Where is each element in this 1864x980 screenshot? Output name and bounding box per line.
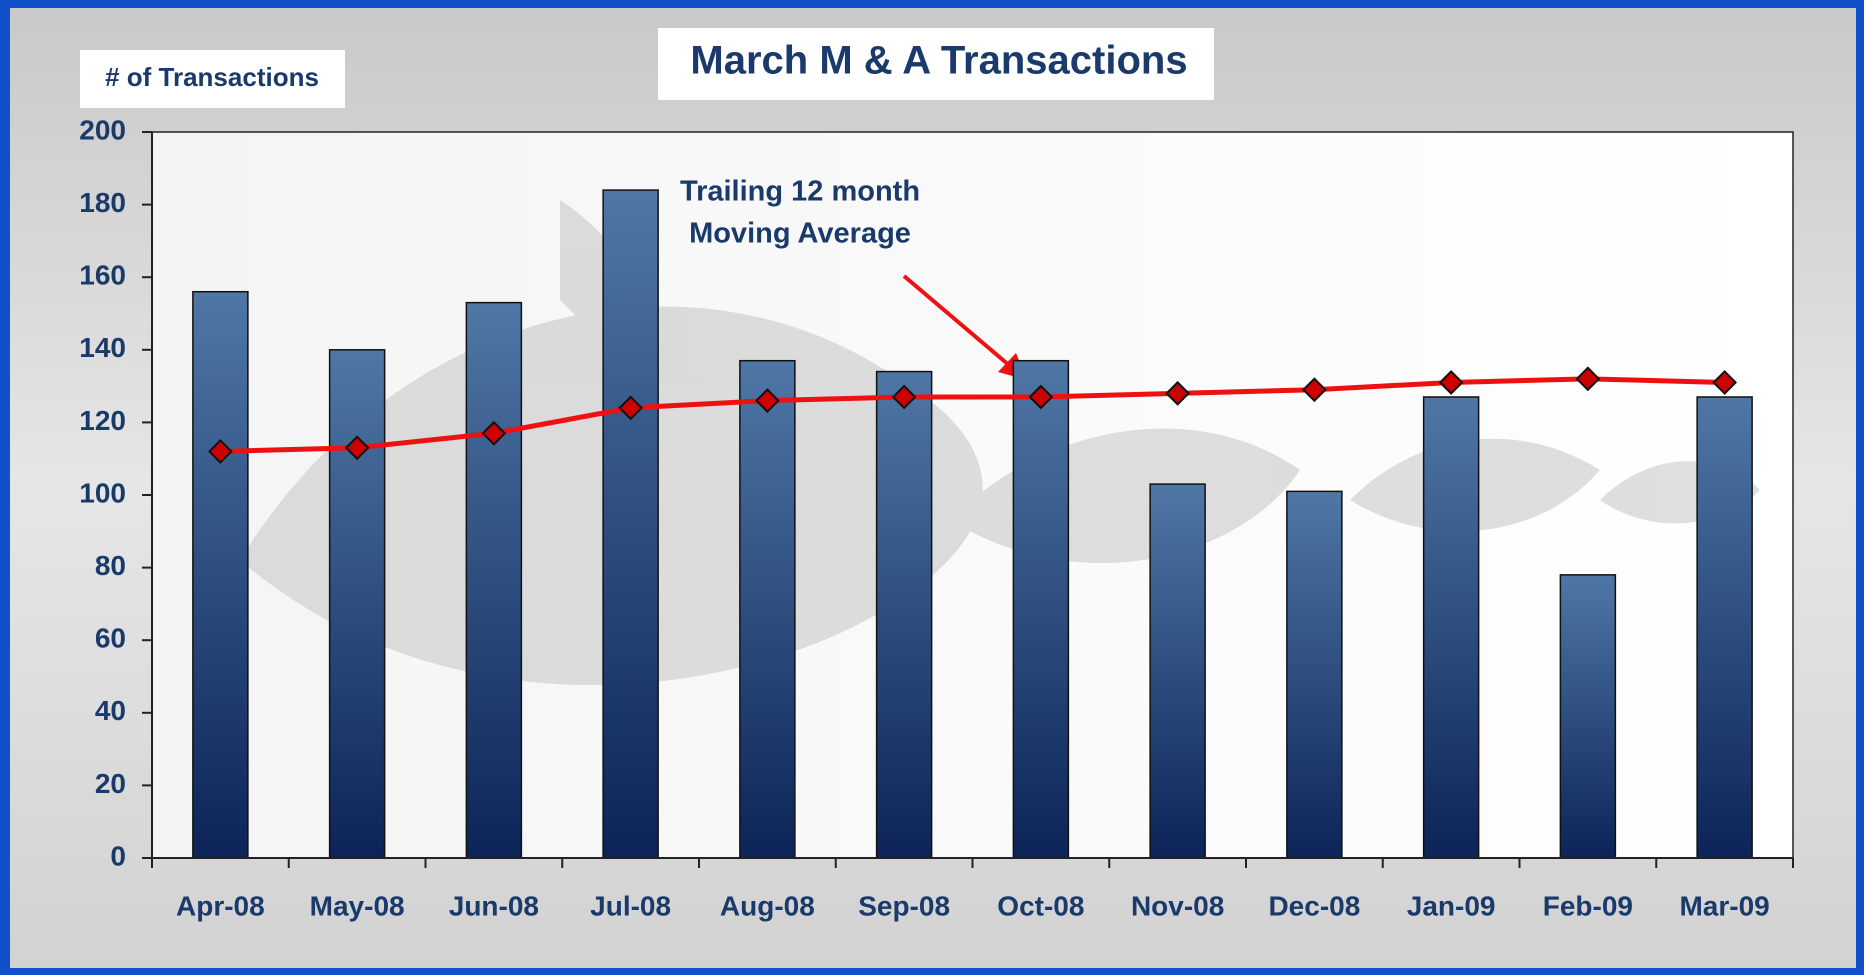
title-box — [658, 28, 1214, 100]
y-tick-label: 140 — [79, 332, 126, 363]
x-tick-label: Jul-08 — [590, 890, 671, 921]
bar — [602, 189, 659, 859]
y-tick-label: 120 — [79, 405, 126, 436]
x-tick-label: Feb-09 — [1543, 890, 1633, 921]
x-tick-label: Jan-09 — [1407, 890, 1496, 921]
trend-marker — [618, 395, 644, 421]
y-tick-label: 160 — [79, 260, 126, 291]
y-tick-label: 60 — [95, 623, 126, 654]
x-tick-label: May-08 — [310, 890, 405, 921]
trend-marker — [207, 439, 233, 464]
bar — [1286, 490, 1343, 859]
y-label-box — [80, 50, 345, 108]
trend-marker — [1028, 384, 1054, 410]
trend-marker — [1165, 380, 1191, 406]
y-tick-label: 80 — [95, 550, 126, 581]
x-tick-label: Apr-08 — [176, 890, 265, 921]
y-axis-label: # of Transactions — [105, 62, 319, 92]
bar — [875, 370, 933, 859]
bar — [1149, 483, 1206, 859]
y-tick-label: 100 — [79, 477, 126, 508]
trend-marker — [1438, 370, 1464, 395]
x-tick-label: Oct-08 — [997, 890, 1084, 921]
chart-title: March M & A Transactions — [690, 39, 1187, 83]
trend-marker — [1712, 370, 1738, 395]
bar — [328, 349, 386, 859]
bar — [1012, 359, 1070, 859]
trend-marker — [754, 388, 780, 414]
trend-marker — [891, 384, 917, 410]
y-tick-label: 20 — [95, 768, 126, 799]
x-tick-label: Jun-08 — [449, 890, 539, 921]
trend-marker — [1301, 377, 1327, 403]
annotation: Trailing 12 month — [680, 176, 920, 208]
trend-marker — [481, 420, 507, 446]
bar — [465, 301, 523, 859]
y-tick-label: 40 — [95, 695, 126, 726]
trend-marker — [344, 435, 370, 461]
x-tick-label: Nov-08 — [1131, 890, 1224, 921]
y-tick-label: 180 — [79, 187, 126, 218]
x-tick-label: Mar-09 — [1679, 890, 1769, 921]
y-tick-label: 0 — [110, 840, 126, 871]
x-tick-label: Aug-08 — [720, 890, 815, 921]
x-tick-label: Sep-08 — [858, 890, 950, 921]
y-tick-label: 200 — [79, 114, 126, 145]
bar — [1559, 574, 1617, 859]
bar — [192, 290, 249, 859]
annotation-arrow — [902, 274, 1012, 368]
trend-marker — [1575, 366, 1601, 392]
trend-line — [220, 376, 1725, 454]
annotation: Moving Average — [689, 218, 911, 250]
bar — [1422, 396, 1480, 859]
bar — [1696, 396, 1753, 859]
bar — [739, 359, 796, 859]
x-tick-label: Dec-08 — [1268, 890, 1360, 921]
